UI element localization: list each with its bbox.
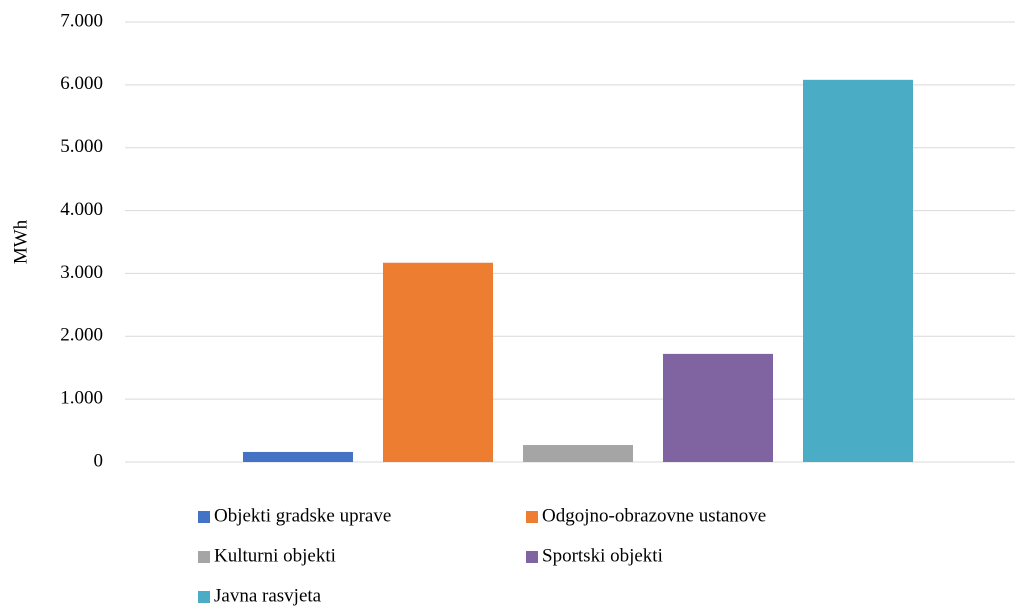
legend-label: Objekti gradske uprave [214, 505, 391, 526]
y-tick-label: 4.000 [60, 199, 103, 220]
legend-swatch [198, 511, 210, 523]
y-tick-label: 2.000 [60, 325, 103, 346]
y-tick-label: 6.000 [60, 73, 103, 94]
legend-swatch [198, 551, 210, 563]
legend-label: Kulturni objekti [214, 545, 336, 566]
legend-swatch [198, 591, 210, 603]
y-tick-label: 5.000 [60, 136, 103, 157]
bar [803, 79, 913, 462]
legend-label: Javna rasvjeta [214, 585, 322, 606]
y-tick-label: 7.000 [60, 10, 103, 31]
y-axis-label: MWh [10, 219, 31, 264]
bar [243, 451, 353, 462]
bar [663, 353, 773, 462]
y-tick-label: 3.000 [60, 262, 103, 283]
y-tick-label: 1.000 [60, 388, 103, 409]
legend-label: Odgojno-obrazovne ustanove [542, 505, 766, 526]
y-tick-label: 0 [94, 450, 104, 471]
legend-label: Sportski objekti [542, 545, 663, 566]
bar [523, 445, 633, 462]
legend-swatch [526, 551, 538, 563]
bar [383, 262, 493, 462]
legend-swatch [526, 511, 538, 523]
